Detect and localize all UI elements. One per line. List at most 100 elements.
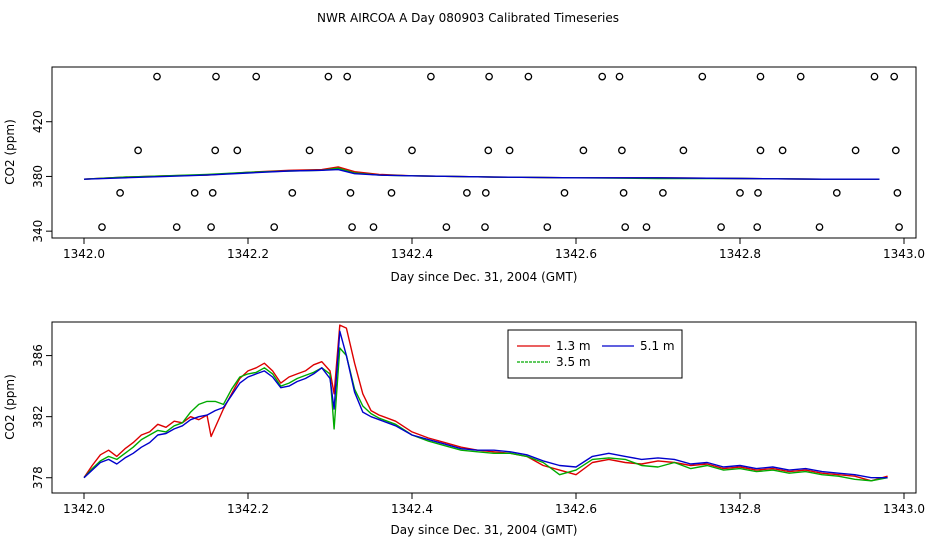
scatter-point bbox=[343, 72, 352, 81]
bottom-series-line-0 bbox=[83, 324, 888, 482]
scatter-point bbox=[345, 146, 353, 155]
scatter-point bbox=[642, 223, 651, 231]
scatter-point bbox=[621, 223, 630, 231]
scatter-point bbox=[288, 189, 297, 197]
top-x-axis: 1342.0 1342.2 1342.4 1342.6 1342.8 1343.0 bbox=[63, 237, 925, 261]
legend-label-3-5m: 3.5 m bbox=[556, 355, 591, 369]
scatter-point bbox=[484, 146, 493, 155]
scatter-point bbox=[172, 223, 181, 231]
scatter-point bbox=[369, 223, 378, 231]
bottom-x-axis-label: Day since Dec. 31, 2004 (GMT) bbox=[391, 523, 578, 537]
scatter-point bbox=[717, 223, 725, 231]
scatter-point bbox=[442, 223, 451, 231]
scatter-point bbox=[893, 189, 902, 197]
legend-label-5-1m: 5.1 m bbox=[640, 339, 675, 353]
bottom-x-tick-label: 1342.0 bbox=[63, 502, 105, 516]
legend-label-1-3m: 1.3 m bbox=[556, 339, 591, 353]
bottom-y-tick-label: 378 bbox=[31, 466, 45, 489]
bottom-x-tick-label: 1342.8 bbox=[719, 502, 761, 516]
scatter-point bbox=[153, 72, 161, 81]
scatter-point bbox=[543, 223, 552, 231]
figure-title: NWR AIRCOA A Day 080903 Calibrated Times… bbox=[317, 11, 619, 25]
bottom-y-tick-label: 382 bbox=[31, 405, 45, 428]
top-x-tick-label: 1342.8 bbox=[719, 247, 761, 261]
bottom-y-axis-label: CO2 (ppm) bbox=[3, 374, 17, 440]
scatter-point bbox=[252, 72, 261, 81]
scatter-point bbox=[560, 189, 569, 197]
top-y-tick-label: 340 bbox=[31, 220, 45, 243]
bottom-y-axis: 378 382 386 bbox=[31, 344, 53, 489]
scatter-point bbox=[116, 189, 124, 197]
scatter-point bbox=[485, 72, 493, 81]
scatter-point bbox=[324, 72, 333, 81]
scatter-point bbox=[756, 146, 765, 155]
scatter-point bbox=[305, 146, 314, 155]
bottom-plot-frame bbox=[51, 321, 917, 494]
scatter-point bbox=[870, 72, 879, 81]
scatter-point bbox=[427, 72, 435, 81]
scatter-point bbox=[890, 72, 899, 81]
top-y-tick-label: 380 bbox=[31, 165, 45, 188]
bottom-series-line-2 bbox=[83, 330, 888, 479]
scatter-point bbox=[619, 189, 628, 197]
scatter-point bbox=[895, 223, 903, 231]
scatter-point bbox=[98, 223, 106, 231]
scatter-point bbox=[579, 146, 588, 155]
scatter-point bbox=[615, 72, 624, 81]
scatter-point bbox=[778, 146, 787, 155]
scatter-point bbox=[190, 189, 199, 197]
scatter-point bbox=[505, 146, 514, 155]
scatter-point bbox=[207, 223, 215, 231]
scatter-point bbox=[698, 72, 707, 81]
scatter-point bbox=[233, 146, 242, 155]
scatter-point bbox=[348, 223, 356, 231]
scatter-point bbox=[211, 146, 220, 155]
scatter-point bbox=[598, 72, 607, 81]
legend: 1.3 m 5.1 m 3.5 m bbox=[507, 329, 683, 379]
scatter-point bbox=[754, 189, 762, 197]
scatter-point bbox=[463, 189, 471, 197]
top-x-tick-label: 1342.2 bbox=[227, 247, 269, 261]
top-x-tick-label: 1342.6 bbox=[555, 247, 597, 261]
scatter-point bbox=[481, 189, 490, 197]
bottom-panel: 1342.0 1342.2 1342.4 1342.6 1342.8 1343.0 378… bbox=[3, 321, 925, 537]
scatter-point bbox=[212, 72, 220, 81]
top-y-axis: 340 380 420 bbox=[31, 110, 53, 243]
bottom-series-lines bbox=[83, 324, 888, 482]
scatter-point bbox=[891, 146, 900, 155]
scatter-point bbox=[796, 72, 805, 81]
top-x-tick-label: 1342.0 bbox=[63, 247, 105, 261]
top-x-axis-label: Day since Dec. 31, 2004 (GMT) bbox=[391, 270, 578, 284]
scatter-point bbox=[524, 72, 533, 81]
scatter-point bbox=[208, 189, 217, 197]
top-series-line-2 bbox=[83, 168, 880, 180]
scatter-point bbox=[679, 146, 688, 155]
top-series-lines bbox=[83, 166, 880, 180]
scatter-point bbox=[815, 223, 824, 231]
top-panel: 1342.0 1342.2 1342.4 1342.6 1342.8 1343.0 340… bbox=[3, 66, 925, 284]
scatter-point bbox=[618, 146, 626, 155]
bottom-x-tick-label: 1342.2 bbox=[227, 502, 269, 516]
bottom-series-line-1 bbox=[83, 347, 888, 482]
top-scatter-points bbox=[98, 72, 903, 231]
scatter-point bbox=[851, 146, 860, 155]
top-y-axis-label: CO2 (ppm) bbox=[3, 119, 17, 185]
scatter-point bbox=[756, 72, 765, 81]
bottom-x-tick-label: 1342.4 bbox=[391, 502, 433, 516]
scatter-point bbox=[134, 146, 142, 155]
scatter-point bbox=[408, 146, 416, 155]
scatter-point bbox=[270, 223, 279, 231]
top-x-tick-label: 1343.0 bbox=[883, 247, 925, 261]
top-plot-frame bbox=[51, 66, 917, 239]
scatter-point bbox=[753, 223, 762, 231]
bottom-x-axis: 1342.0 1342.2 1342.4 1342.6 1342.8 1343.0 bbox=[63, 492, 925, 516]
bottom-x-tick-label: 1342.6 bbox=[555, 502, 597, 516]
top-y-tick-label: 420 bbox=[31, 110, 45, 133]
scatter-point bbox=[736, 189, 744, 197]
scatter-point bbox=[659, 189, 667, 197]
scatter-point bbox=[481, 223, 489, 231]
bottom-x-tick-label: 1343.0 bbox=[883, 502, 925, 516]
scatter-point bbox=[832, 189, 841, 197]
top-x-tick-label: 1342.4 bbox=[391, 247, 433, 261]
